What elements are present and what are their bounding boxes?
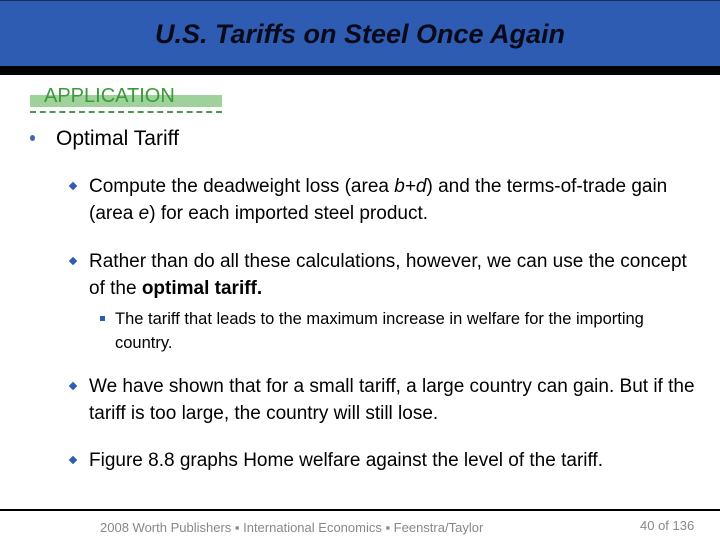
page-number: 40 of 136 bbox=[640, 518, 695, 533]
heading: Optimal Tariff bbox=[56, 127, 179, 150]
bullet-1: Compute the deadweight loss (area b+d) a… bbox=[89, 173, 704, 227]
title-bar: U.S. Tariffs on Steel Once Again bbox=[0, 0, 720, 66]
title-underline bbox=[0, 66, 720, 75]
text: e bbox=[138, 203, 150, 224]
square-bullet-icon bbox=[100, 316, 105, 321]
text: optimal tariff. bbox=[141, 278, 263, 299]
text: b+d bbox=[394, 176, 427, 197]
slide-title: U.S. Tariffs on Steel Once Again bbox=[154, 19, 566, 49]
sub-bullet: The tariff that leads to the maximum inc… bbox=[115, 310, 644, 352]
diamond-bullet-icon bbox=[68, 181, 78, 191]
bullet-dot-icon bbox=[30, 135, 35, 141]
section-highlight bbox=[30, 95, 222, 107]
dashed-divider bbox=[30, 111, 222, 113]
diamond-bullet-icon bbox=[68, 381, 78, 391]
footer-divider bbox=[0, 509, 720, 511]
text: Compute the deadweight loss (area bbox=[89, 176, 395, 197]
diamond-bullet-icon bbox=[68, 455, 78, 465]
footer-text: 2008 Worth Publishers ▪ International Ec… bbox=[100, 520, 484, 535]
bullet-3: We have shown that for a small tariff, a… bbox=[89, 376, 695, 424]
diamond-bullet-icon bbox=[68, 256, 78, 266]
text: ) and the terms-of-trade gain (area bbox=[89, 176, 668, 224]
bullet-4: Figure 8.8 graphs Home welfare against t… bbox=[89, 450, 603, 471]
section-label: APPLICATION bbox=[44, 85, 175, 107]
bullet-2: Rather than do all these calculations, h… bbox=[89, 248, 704, 302]
text: ) for each imported steel product. bbox=[149, 203, 429, 224]
text: Rather than do all these calculations, h… bbox=[89, 251, 687, 299]
